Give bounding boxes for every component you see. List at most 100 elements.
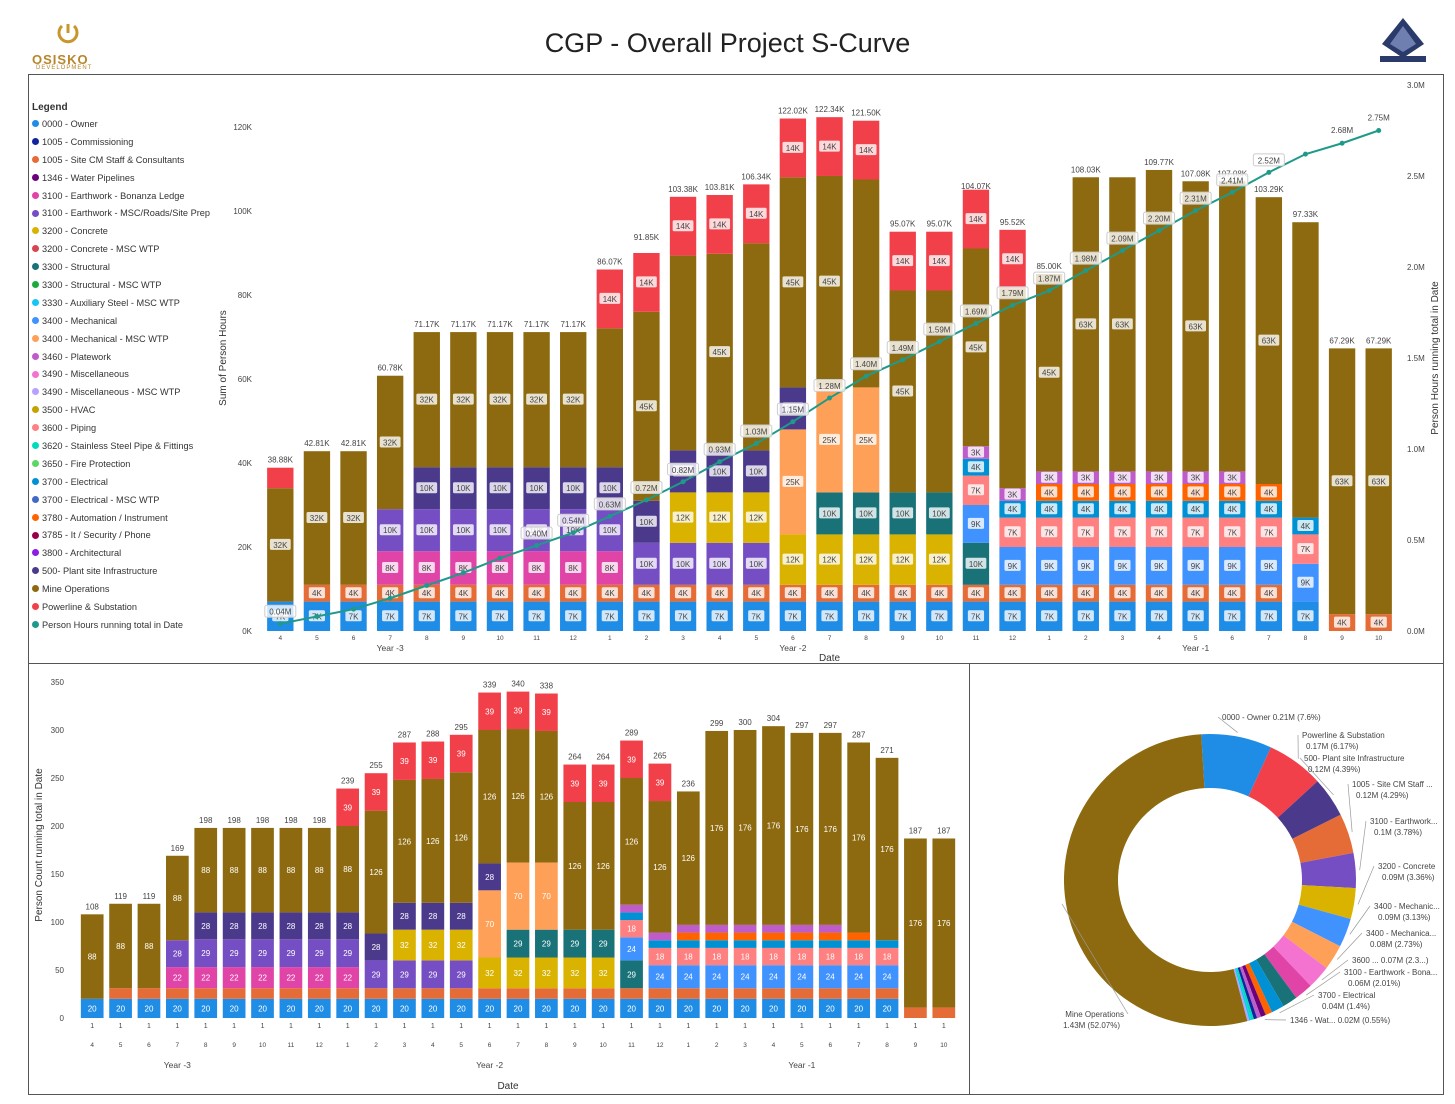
- legend-item[interactable]: 3200 - Concrete - MSC WTP: [32, 241, 222, 259]
- legend-item[interactable]: 3400 - Mechanical - MSC WTP: [32, 331, 222, 349]
- bar-total-label: 304: [767, 714, 781, 723]
- legend-item[interactable]: 3800 - Architectural: [32, 545, 222, 563]
- segment-label: 3K: [1008, 491, 1018, 500]
- segment-label: 12K: [713, 514, 728, 523]
- legend-item[interactable]: 3400 - Mechanical: [32, 313, 222, 331]
- legend-item[interactable]: 3490 - Miscellaneous: [32, 366, 222, 384]
- bar-total-label: 42.81K: [304, 439, 330, 448]
- bar-segment: [80, 998, 104, 1018]
- cumulative-label: 1.59M: [928, 326, 951, 335]
- data-label-box: [1184, 319, 1208, 333]
- bar-segment: [222, 998, 246, 1018]
- segment-label: 4K: [495, 589, 505, 598]
- segment-label: 7K: [1264, 528, 1274, 537]
- legend-item[interactable]: 3620 - Stainless Steel Pipe & Fittings: [32, 438, 222, 456]
- donut-slice: [1239, 966, 1261, 1019]
- data-label-box: [1003, 586, 1022, 600]
- legend-item[interactable]: 3200 - Concrete: [32, 223, 222, 241]
- bar-segment: [733, 932, 757, 941]
- legend-item[interactable]: 1005 - Commissioning: [32, 134, 222, 152]
- segment-label: 32: [542, 969, 551, 978]
- legend-item[interactable]: 3300 - Structural: [32, 259, 222, 277]
- x-tick-label: 11: [533, 635, 540, 642]
- data-label-box: [1257, 333, 1281, 347]
- segment-label: 88: [116, 942, 125, 951]
- legend-swatch-icon: [32, 424, 39, 432]
- data-label-box: [1111, 317, 1134, 331]
- segment-label: 28: [372, 943, 381, 952]
- donut-slice: [1248, 747, 1318, 818]
- legend-item[interactable]: 1005 - Site CM Staff & Consultants: [32, 152, 222, 170]
- segment-label: 4K: [349, 589, 359, 598]
- bar-total-label: 71.17K: [451, 320, 477, 329]
- legend-item[interactable]: 3780 - Automation / Instrument: [32, 510, 222, 528]
- legend-item[interactable]: Powerline & Substation: [32, 599, 222, 617]
- segment-label: 32: [485, 969, 494, 978]
- legend-item[interactable]: 3490 - Miscellaneous - MSC WTP: [32, 384, 222, 402]
- bar-segment: [222, 967, 246, 989]
- donut-slice-value: 0.09M (3.13%): [1378, 913, 1431, 922]
- data-label-box: [561, 392, 585, 406]
- bar-total-label: 103.29K: [1254, 185, 1284, 194]
- bar-segment: [818, 924, 842, 933]
- legend-item[interactable]: 3460 - Platework: [32, 349, 222, 367]
- bar-segment: [620, 912, 643, 921]
- bar-segment: [733, 924, 757, 933]
- data-label-box: [417, 561, 436, 574]
- legend-item[interactable]: 3100 - Earthwork - MSC/Roads/Site Prep: [32, 205, 222, 223]
- bar-segment: [563, 929, 587, 958]
- legend-item[interactable]: 0000 - Owner: [32, 116, 222, 134]
- bar-segment: [421, 960, 445, 989]
- legend-item[interactable]: 3300 - Structural - MSC WTP: [32, 277, 222, 295]
- cumulative-point: [1339, 140, 1345, 146]
- legend-item-label: 3700 - Electrical: [42, 476, 108, 487]
- cumulative-point: [1156, 228, 1162, 234]
- bar-segment: [733, 998, 757, 1018]
- legend-item[interactable]: 3100 - Earthwork - Bonanza Ledge: [32, 188, 222, 206]
- segment-label: 70: [542, 892, 551, 901]
- legend-item[interactable]: Mine Operations: [32, 581, 222, 599]
- bottom-count-label: 1: [630, 1023, 634, 1030]
- legend-item-label: 3330 - Auxiliary Steel - MSC WTP: [42, 297, 180, 308]
- segment-label: 9K: [1227, 562, 1237, 571]
- legend-item[interactable]: 3500 - HVAC: [32, 402, 222, 420]
- bar-segment: [194, 967, 218, 989]
- donut-leader-line: [1349, 905, 1371, 935]
- data-label-box: [1186, 609, 1205, 623]
- legend-item[interactable]: 500- Plant site Infrastructure: [32, 563, 222, 581]
- data-label-box: [1179, 191, 1212, 205]
- legend-item[interactable]: 3700 - Electrical: [32, 474, 222, 492]
- bar-segment: [563, 764, 587, 802]
- donut-slice-value: 0.08M (2.73%): [1370, 940, 1423, 949]
- donut-slice-label: 3100 - Earthwork...: [1370, 817, 1438, 826]
- bar-segment: [194, 939, 218, 968]
- data-label-box: [1113, 586, 1132, 600]
- donut-slice-value: 1.43M (52.07%): [1063, 1021, 1120, 1030]
- segment-label: 18: [741, 953, 750, 962]
- segment-label: 29: [570, 940, 579, 949]
- segment-label: 63K: [1079, 320, 1094, 329]
- legend-item[interactable]: 1346 - Water Pipelines: [32, 170, 222, 188]
- legend-swatch-icon: [32, 191, 39, 199]
- bar-segment: [705, 988, 729, 999]
- legend-item[interactable]: Person Hours running total in Date: [32, 617, 222, 635]
- segment-label: 4K: [1008, 505, 1018, 514]
- legend-item[interactable]: 3650 - Fire Protection: [32, 456, 222, 474]
- x-tick-label: 7: [857, 1042, 861, 1049]
- legend-item[interactable]: 3785 - It / Security / Phone: [32, 527, 222, 545]
- segment-label: 4K: [898, 589, 908, 598]
- bar-segment: [279, 939, 303, 968]
- segment-label: 14K: [713, 220, 728, 229]
- legend-item[interactable]: 3700 - Electrical - MSC WTP: [32, 492, 222, 510]
- data-label-box: [671, 510, 695, 524]
- legend-item[interactable]: 3330 - Auxiliary Steel - MSC WTP: [32, 295, 222, 313]
- data-label-box: [966, 516, 986, 530]
- cumulative-point: [314, 613, 320, 619]
- bottom-count-label: 1: [346, 1023, 350, 1030]
- donut-slice: [1264, 946, 1311, 998]
- segment-label: 126: [369, 868, 383, 877]
- data-label-box: [854, 552, 878, 566]
- legend-item[interactable]: 3600 - Piping: [32, 420, 222, 438]
- bar-segment: [648, 932, 672, 941]
- data-label-box: [776, 402, 809, 416]
